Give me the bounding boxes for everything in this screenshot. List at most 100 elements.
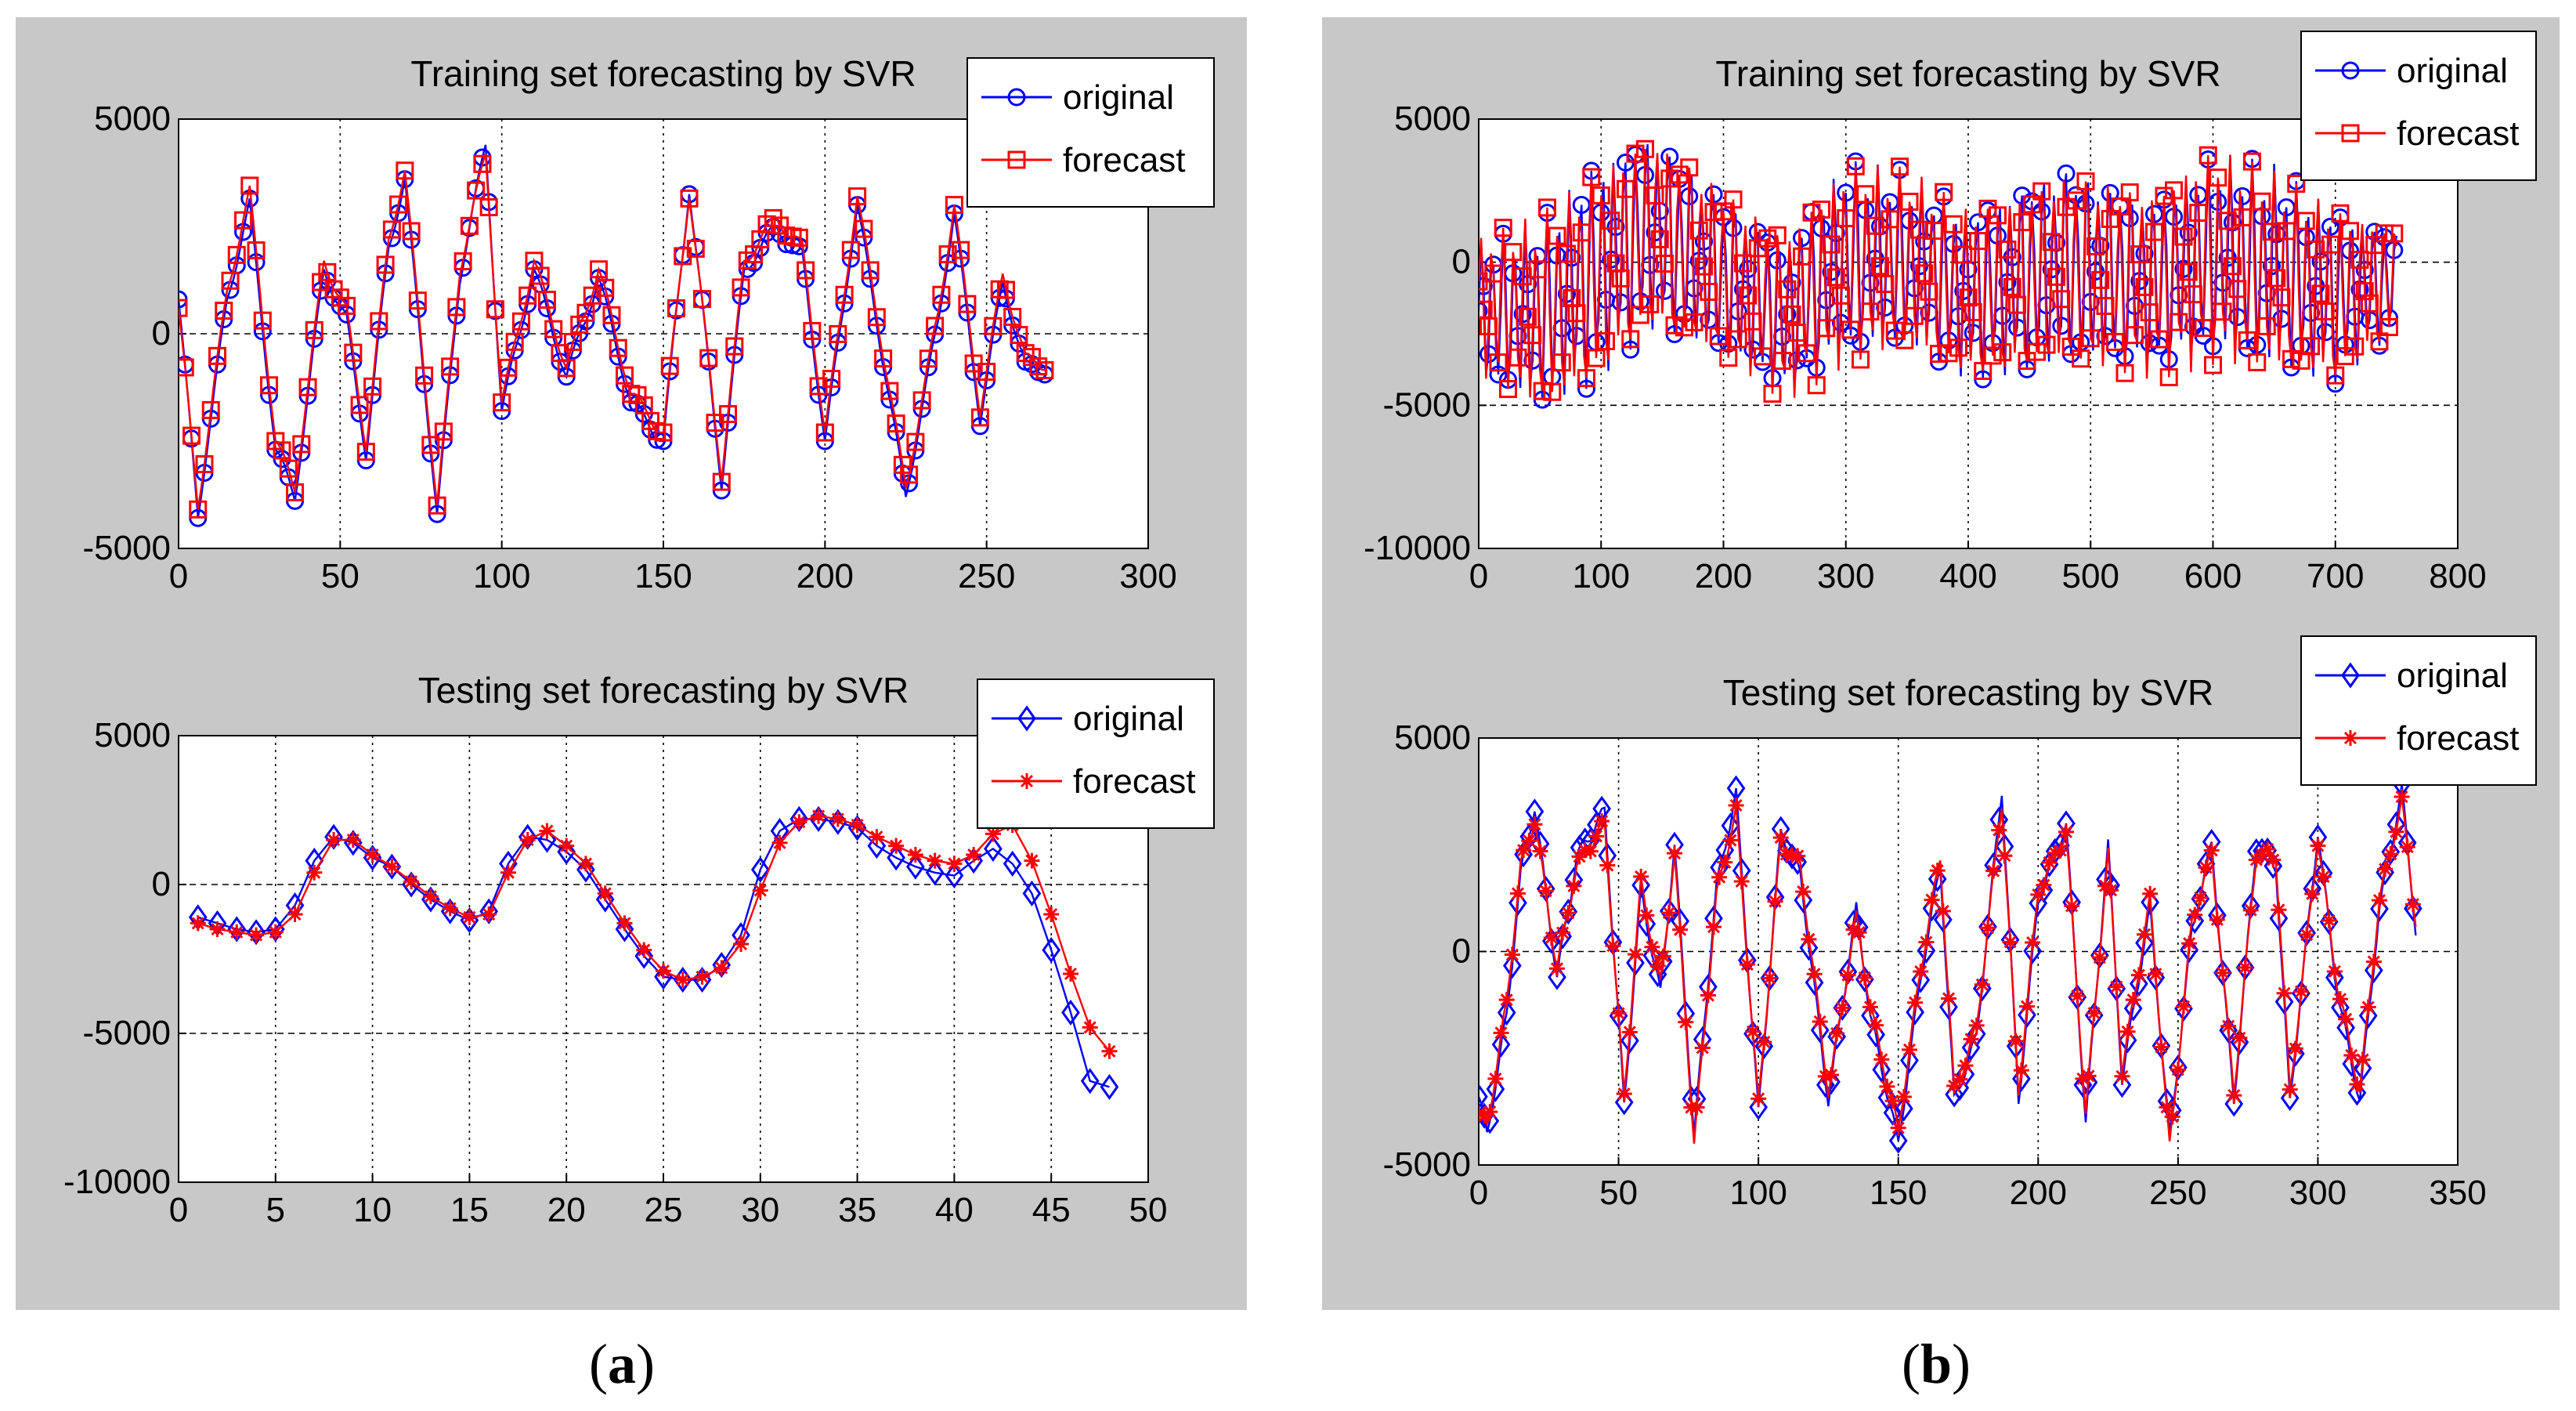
a-test-point-forecast — [364, 847, 381, 863]
b-test-point-forecast — [1745, 1023, 1761, 1040]
b-test-point-forecast — [1667, 845, 1682, 862]
a-train-point-forecast — [370, 312, 388, 331]
b-train-xtick-label: 0 — [1469, 557, 1488, 595]
b-train-point-original — [2101, 183, 2119, 202]
b-test-point-forecast — [1739, 957, 1755, 973]
b-test-point-forecast — [2388, 823, 2404, 840]
b-train-point-forecast — [1793, 247, 1811, 266]
b-test-point-forecast — [1968, 1017, 1985, 1033]
a-test-xtick-label: 25 — [645, 1191, 683, 1229]
b-test-point-forecast — [2130, 967, 2147, 983]
b-test-point-original — [1888, 1127, 1908, 1154]
a-test-point-original — [1100, 1073, 1119, 1100]
b-test-point-forecast — [1633, 868, 1649, 885]
a-test-point-forecast — [616, 915, 633, 932]
b-test-point-forecast — [1532, 843, 1548, 859]
b-test-point-forecast — [1582, 843, 1599, 859]
b-test-point-forecast — [2304, 885, 2321, 902]
b-test-point-forecast — [1660, 905, 1677, 921]
b-train-point-forecast — [2341, 222, 2359, 241]
a-test-ytick-label: -5000 — [82, 1014, 171, 1052]
b-train-point-forecast — [1695, 257, 1713, 276]
b-test-point-forecast — [1884, 1093, 1901, 1109]
b-test-point-forecast — [1856, 969, 1873, 986]
a-test-legend: original forecast — [977, 678, 1215, 829]
a-train-point-forecast — [563, 332, 582, 351]
b-test-point-forecast — [2242, 902, 2259, 918]
b-train-point-forecast — [2361, 294, 2379, 313]
a-train-point-forecast — [208, 346, 227, 365]
a-train-point-forecast — [467, 181, 486, 200]
a-train-point-forecast — [240, 176, 259, 195]
b-train-point-forecast — [2130, 245, 2149, 264]
a-train-legend-label-original: original — [1063, 78, 1174, 117]
b-test-point-forecast — [1493, 1025, 1509, 1041]
b-train-legend-label-forecast: forecast — [2397, 114, 2520, 153]
a-train-ytick-label: -5000 — [82, 529, 171, 567]
b-train-point-original — [1577, 379, 1595, 398]
b-train-point-forecast — [2198, 146, 2217, 165]
a-train-point-forecast — [511, 312, 530, 331]
b-train-point-forecast — [1812, 200, 1830, 219]
b-test-point-forecast — [1929, 863, 1946, 879]
b-test-point-forecast — [1711, 869, 1728, 885]
b-train-ytick-label: 0 — [1452, 243, 1471, 281]
caption-a-letter: a — [607, 1333, 636, 1395]
b-train-legend-label-original: original — [2397, 52, 2508, 90]
b-train-point-forecast — [1558, 244, 1576, 263]
b-test-point-forecast — [1487, 1070, 1504, 1087]
b-test-point-forecast — [2360, 999, 2376, 1015]
a-test-legend-label-original: original — [1073, 700, 1184, 738]
b-train-point-forecast — [2076, 172, 2095, 191]
a-train-point-forecast — [344, 343, 363, 362]
b-test-point-forecast — [2338, 1011, 2354, 1027]
a-test-xtick-label: 40 — [935, 1191, 974, 1229]
a-test-ytick-label: 5000 — [94, 716, 171, 754]
b-test-point-forecast — [1482, 1104, 1498, 1120]
b-train-point-forecast — [1631, 306, 1649, 324]
b-test-point-original — [2381, 838, 2401, 866]
b-test-point-forecast — [2354, 1051, 2371, 1068]
b-test-point-forecast — [2220, 1018, 2237, 1034]
b-train-point-forecast — [1763, 385, 1782, 403]
a-train-point-forecast — [396, 161, 414, 180]
b-test-point-forecast — [2198, 859, 2214, 876]
b-test-point-forecast — [1823, 1067, 1839, 1084]
b-train-point-original — [2277, 198, 2296, 217]
b-train-point-forecast — [1974, 361, 1993, 380]
b-test-point-forecast — [2019, 998, 2035, 1015]
b-train-xtick-label: 200 — [1695, 557, 1752, 595]
a-train-point-forecast — [841, 241, 860, 259]
b-test-point-original — [2325, 964, 2344, 991]
b-test-point-forecast — [2299, 927, 2315, 943]
b-train-point-forecast — [1993, 343, 2012, 362]
b-test-point-forecast — [2181, 935, 2198, 952]
b-train-point-forecast — [1538, 198, 1556, 217]
caption-a: (a) — [589, 1333, 655, 1395]
b-train-point-forecast — [1680, 158, 1699, 177]
a-train-point-forecast — [1010, 326, 1028, 345]
b-train-point-original — [2365, 223, 2384, 241]
a-train-point-forecast — [854, 219, 873, 238]
b-test-point-forecast — [1991, 822, 2007, 838]
b-test-point-forecast — [1616, 1086, 1632, 1102]
a-train-point-forecast — [460, 216, 479, 235]
b-test-point-forecast — [1549, 961, 1565, 977]
a-train-point-forecast — [835, 285, 854, 304]
b-train-point-forecast — [1528, 260, 1547, 279]
b-train-point-original — [2321, 217, 2339, 236]
a-train-point-forecast — [434, 422, 453, 441]
b-train-point-original — [1479, 302, 1488, 320]
b-test-point-forecast — [1521, 833, 1537, 849]
b-test-xtick-label: 100 — [1729, 1174, 1787, 1212]
b-train-point-forecast — [2385, 224, 2404, 243]
a-train-point-forecast — [544, 320, 563, 338]
b-train-point-forecast — [1964, 303, 1982, 322]
a-train-point-forecast — [195, 455, 214, 474]
b-test-point-forecast — [2119, 1023, 2136, 1040]
b-test-point-forecast — [1571, 848, 1588, 865]
a-test-point-original — [227, 916, 247, 942]
b-test-point-forecast — [1851, 924, 1867, 941]
b-test-point-forecast — [1621, 1024, 1638, 1040]
b-test-point-forecast — [1594, 813, 1610, 830]
